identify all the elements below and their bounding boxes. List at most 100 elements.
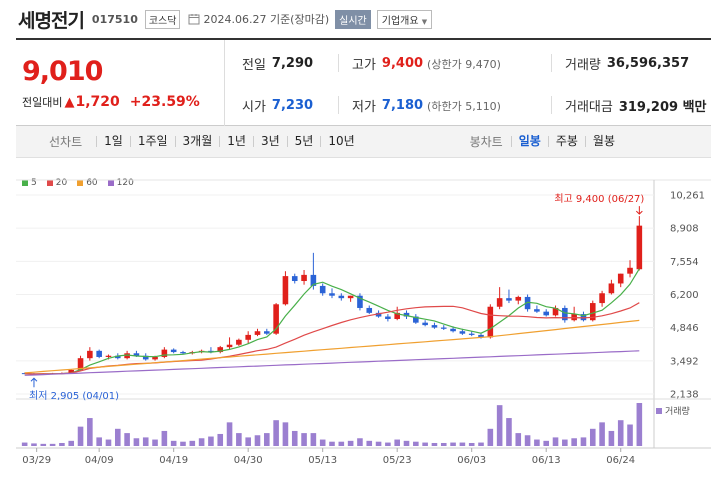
candle xyxy=(543,311,550,316)
low-value: 7,180 xyxy=(381,98,424,113)
volume-bar xyxy=(552,437,559,446)
candle xyxy=(496,298,503,307)
volume-bar xyxy=(347,440,354,446)
candle xyxy=(627,267,633,274)
candle xyxy=(273,304,279,334)
volume-label: 거래량 xyxy=(665,405,690,417)
y-tick-label: 7,554 xyxy=(670,257,699,268)
volume-bar xyxy=(599,422,605,446)
volume-bar xyxy=(59,442,65,446)
volume-bar xyxy=(264,433,270,446)
volume-bar xyxy=(562,439,568,446)
volume-bar xyxy=(124,433,130,446)
volume-bar xyxy=(487,428,494,446)
candle xyxy=(282,276,289,305)
candle xyxy=(226,344,233,348)
current-price-box: 9,010 전일대비 ▲ 1,720 +23.59% xyxy=(16,40,225,126)
candle-weekly[interactable]: 주봉 xyxy=(547,135,585,147)
period-5y[interactable]: 5년 xyxy=(286,135,321,147)
candle xyxy=(450,328,456,332)
prev-close: 전일 7,290 xyxy=(242,54,313,73)
open-label: 시가 xyxy=(242,100,266,115)
legend-ma5: 5 xyxy=(22,178,37,188)
volume-bar xyxy=(394,439,400,446)
candle xyxy=(385,316,391,319)
x-tick-label: 06/13 xyxy=(532,455,561,466)
candle xyxy=(264,331,270,334)
candle xyxy=(403,312,410,317)
volume-bar xyxy=(133,438,140,446)
candle xyxy=(77,358,84,370)
candle xyxy=(236,339,242,345)
volume-bar xyxy=(180,441,186,446)
volume-bar xyxy=(77,426,84,446)
volume-bar xyxy=(68,440,75,446)
candle xyxy=(142,355,149,360)
period-10y[interactable]: 10년 xyxy=(320,135,361,147)
candle xyxy=(413,316,419,323)
candle-daily[interactable]: 일봉 xyxy=(510,135,548,147)
volume-bar xyxy=(468,442,475,446)
volume-bar xyxy=(301,433,307,446)
candle xyxy=(366,307,373,313)
candle xyxy=(208,350,214,353)
candle xyxy=(254,331,261,335)
current-price: 9,010 xyxy=(22,56,103,87)
low-label: 저가 xyxy=(352,100,376,115)
high-price: 고가 9,400 (상한가 9,470) xyxy=(352,54,501,73)
volume-bar xyxy=(31,443,37,446)
volume-bar xyxy=(496,405,503,446)
volume-bar xyxy=(617,420,624,446)
volume-bar xyxy=(543,440,550,446)
stock-code: 017510 xyxy=(91,12,138,26)
open-value: 7,230 xyxy=(271,98,314,113)
candle xyxy=(487,306,494,338)
volume-bar xyxy=(375,441,382,446)
volume-bar xyxy=(515,433,522,446)
change-value: 1,720 xyxy=(75,94,120,110)
company-info-dropdown[interactable]: 기업개요 ▼ xyxy=(376,9,433,29)
volume-bar xyxy=(87,418,93,446)
volume-bar xyxy=(96,437,102,446)
x-tick-label: 05/13 xyxy=(308,455,337,466)
candle xyxy=(114,355,121,359)
volume-bar xyxy=(170,440,177,446)
min-arrow-icon xyxy=(30,377,38,388)
candle xyxy=(608,283,615,294)
candle-chart-label: 봉차트 xyxy=(469,135,503,149)
volume-bar xyxy=(236,433,242,446)
volume-bar xyxy=(431,442,438,446)
x-tick-label: 04/09 xyxy=(85,455,114,466)
y-tick-label: 2,138 xyxy=(670,390,699,401)
calendar-icon xyxy=(188,13,200,25)
ma120-line xyxy=(24,350,640,376)
period-3y[interactable]: 3년 xyxy=(252,135,287,147)
change-label: 전일대비 xyxy=(22,96,63,109)
volume-bar xyxy=(589,428,596,446)
x-tick-label: 03/29 xyxy=(22,455,51,466)
candle xyxy=(524,296,531,310)
realtime-button[interactable]: 실시간 xyxy=(335,9,371,29)
candle xyxy=(180,352,186,354)
candle xyxy=(291,276,298,282)
candle xyxy=(580,314,587,321)
volume-bar xyxy=(226,422,233,446)
candle xyxy=(562,307,568,321)
period-1w[interactable]: 1주일 xyxy=(129,135,175,147)
candle xyxy=(245,334,251,340)
period-1d[interactable]: 1일 xyxy=(96,135,130,147)
volume-bar xyxy=(329,441,335,446)
period-3m[interactable]: 3개월 xyxy=(174,135,220,147)
volume-bar xyxy=(627,424,633,446)
legend-ma120: 120 xyxy=(107,178,134,188)
candle xyxy=(534,309,540,312)
volume-bar xyxy=(49,443,56,446)
candle xyxy=(124,353,130,359)
candle xyxy=(105,355,112,357)
candle-monthly[interactable]: 월봉 xyxy=(584,135,622,147)
stock-chart: 10,261 8,908 7,554 6,200 4,846 3,492 2,138 최고 9… xyxy=(16,179,711,466)
y-tick-label: 3,492 xyxy=(670,356,699,367)
period-1y[interactable]: 1년 xyxy=(219,135,253,147)
volume-bar xyxy=(198,438,205,446)
volume-value: 36,596,357 xyxy=(606,56,690,71)
